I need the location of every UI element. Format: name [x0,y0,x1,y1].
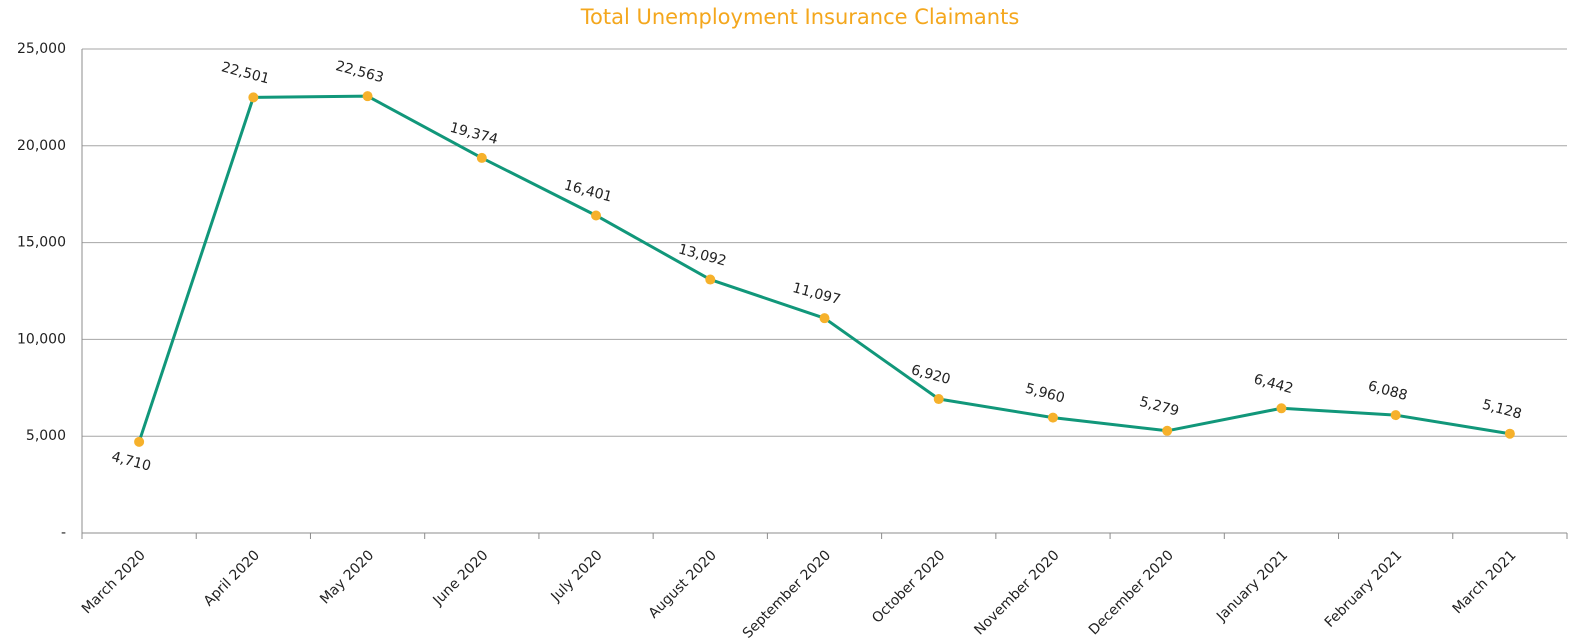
data-label: 22,563 [334,58,385,86]
marker [1276,403,1287,414]
marker [362,91,373,102]
marker [1390,410,1401,421]
y-tick-label: - [61,525,66,541]
x-tick-label: July 2020 [548,547,606,605]
data-label: 5,279 [1138,394,1181,420]
data-label: 22,501 [220,59,271,87]
x-tick-label: November 2020 [971,547,1062,638]
marker [1047,412,1058,423]
marker [705,274,716,285]
x-tick-label: September 2020 [740,547,834,641]
marker [476,152,487,163]
data-label: 5,960 [1024,381,1067,407]
line [137,94,1511,443]
y-tick-label: 20,000 [17,138,66,154]
chart-title: Total Unemployment Insurance Claimants [580,5,1020,29]
marker [1504,428,1515,439]
marker [134,436,145,447]
x-tick-label: June 2020 [430,547,492,609]
marker [1162,425,1173,436]
marker [591,210,602,221]
x-tick-label: December 2020 [1086,547,1177,638]
marker [933,394,944,405]
data-label: 6,442 [1252,371,1295,397]
x-tick-label: April 2020 [201,547,263,609]
data-label: 6,088 [1366,378,1409,404]
x-tick-label: January 2021 [1213,547,1291,625]
x-tick-label: August 2020 [646,547,720,621]
marker [819,313,830,324]
y-tick-label: 10,000 [17,331,66,347]
marker [248,92,259,103]
y-tick-label: 5,000 [26,428,66,444]
x-tick-label: May 2020 [317,547,377,607]
x-tick-label: March 2021 [1450,547,1520,617]
x-tick-label: October 2020 [869,547,948,626]
data-label: 11,097 [791,280,842,308]
y-tick-label: 25,000 [17,41,66,57]
y-tick-label: 15,000 [17,235,66,251]
x-tick-label: February 2021 [1322,547,1406,631]
x-tick-label: March 2020 [79,547,149,617]
data-label: 5,128 [1480,397,1523,423]
data-label: 4,710 [110,449,153,475]
